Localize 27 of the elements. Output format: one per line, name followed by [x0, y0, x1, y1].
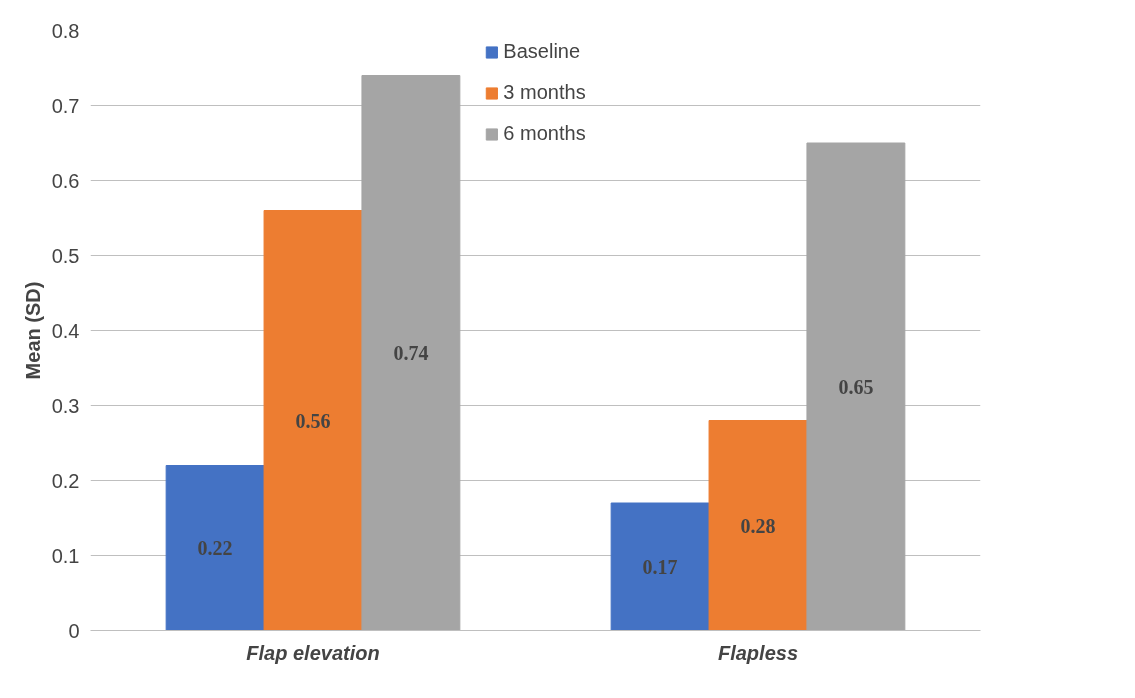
bar: [165, 465, 265, 631]
data-label: 0.65: [838, 375, 874, 398]
x-tick-label: Flap elevation: [246, 641, 380, 664]
legend-label: Baseline: [503, 40, 581, 63]
bar: [806, 142, 906, 631]
y-tick-label: 0.7: [51, 94, 80, 117]
x-tick-label: Flapless: [717, 641, 799, 664]
legend-label: 6 months: [503, 122, 586, 145]
data-label: 0.74: [393, 342, 429, 364]
data-label: 0.56: [295, 409, 331, 432]
y-tick-label: 0.4: [51, 319, 80, 342]
y-tick-label: 0: [68, 619, 80, 642]
y-tick-label: 0.8: [51, 19, 80, 42]
y-axis-title: Mean (SD): [21, 281, 44, 380]
y-tick-label: 0.1: [51, 544, 80, 567]
bar: [708, 420, 808, 631]
bar: [263, 210, 363, 631]
data-label: 0.22: [197, 537, 233, 559]
bar: [361, 75, 461, 631]
legend-label: 3 months: [503, 81, 586, 104]
data-label: 0.17: [642, 555, 678, 578]
y-tick-label: 0.3: [51, 394, 80, 417]
y-tick-label: 0.2: [51, 469, 80, 492]
y-tick-label: 0.5: [51, 244, 80, 267]
y-tick-label: 0.6: [51, 169, 80, 192]
bar: [610, 502, 710, 631]
data-label: 0.28: [740, 514, 776, 537]
